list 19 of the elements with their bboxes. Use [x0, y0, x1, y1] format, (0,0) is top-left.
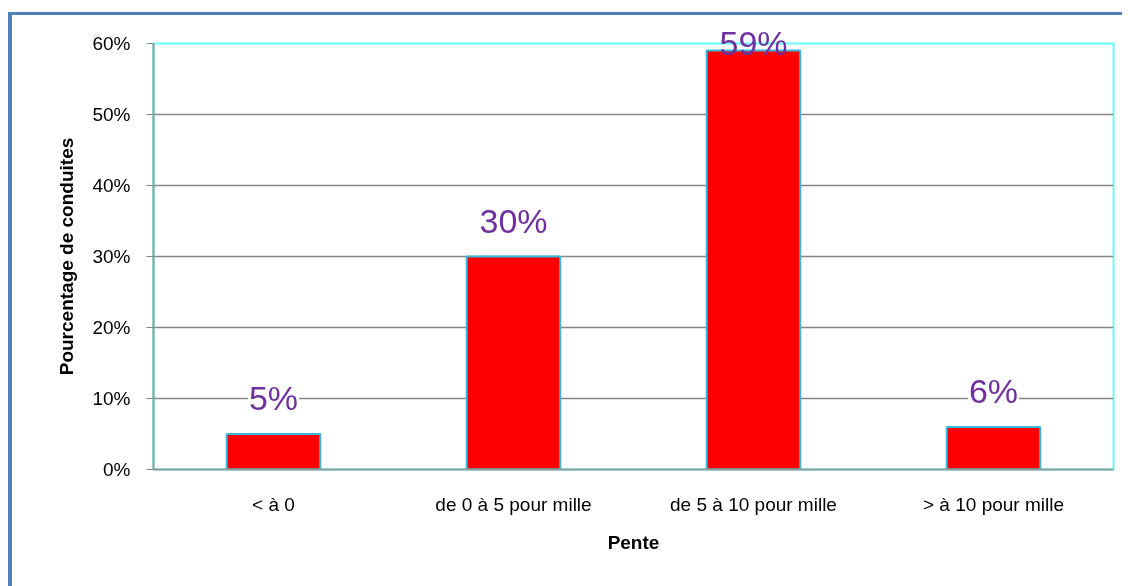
y-tick-label: 20%	[92, 317, 131, 338]
x-tick-label: de 5 à 10 pour mille	[670, 493, 837, 515]
y-tick-label: 60%	[92, 33, 131, 54]
y-tick-label: 40%	[92, 175, 131, 196]
bar	[465, 255, 562, 470]
x-tick-label: > à 10 pour mille	[923, 493, 1064, 515]
y-tick-label: 50%	[92, 104, 131, 125]
x-tick-label: de 0 à 5 pour mille	[435, 493, 592, 515]
y-tick-label: 30%	[92, 246, 131, 267]
bar	[225, 433, 322, 470]
data-label: 5%	[248, 379, 299, 417]
x-axis-title: Pente	[607, 531, 660, 553]
bar	[945, 425, 1042, 470]
x-tick-label: < à 0	[252, 493, 295, 515]
y-tick-label: 0%	[103, 459, 131, 480]
data-label: 30%	[479, 201, 548, 240]
y-axis-title: Pourcentage de conduites	[56, 137, 78, 376]
y-tick-label: 10%	[92, 388, 131, 409]
data-label: 6%	[968, 371, 1019, 410]
